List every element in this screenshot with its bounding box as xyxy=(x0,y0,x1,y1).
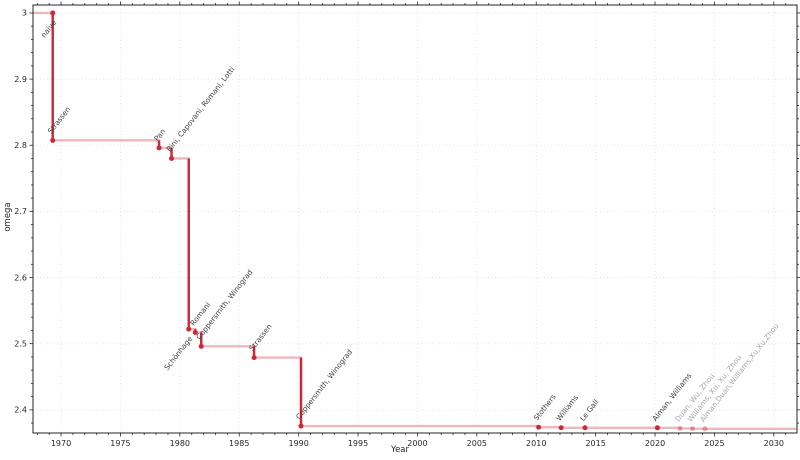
data-point xyxy=(702,426,708,432)
gridlines xyxy=(33,5,797,433)
data-point xyxy=(689,426,695,432)
data-point xyxy=(192,329,198,335)
svg-text:3: 3 xyxy=(22,9,27,18)
svg-text:2020: 2020 xyxy=(645,439,665,448)
data-point xyxy=(169,155,175,161)
axis-ticks xyxy=(29,1,800,437)
svg-text:2000: 2000 xyxy=(407,439,427,448)
data-point xyxy=(186,326,192,332)
svg-text:1990: 1990 xyxy=(288,439,308,448)
data-point xyxy=(50,10,56,16)
svg-text:2.4: 2.4 xyxy=(14,406,27,415)
data-point xyxy=(558,425,564,431)
data-point xyxy=(251,355,257,361)
data-point xyxy=(50,137,56,143)
data-point xyxy=(536,424,542,430)
svg-text:2030: 2030 xyxy=(764,439,784,448)
svg-text:2015: 2015 xyxy=(585,439,605,448)
svg-text:2.5: 2.5 xyxy=(14,339,27,348)
svg-text:2.6: 2.6 xyxy=(14,273,27,282)
svg-text:2005: 2005 xyxy=(467,439,487,448)
data-point xyxy=(198,343,204,349)
plot-border xyxy=(32,4,798,434)
svg-text:2010: 2010 xyxy=(526,439,546,448)
data-point xyxy=(156,145,162,151)
svg-text:2.7: 2.7 xyxy=(14,207,27,216)
svg-text:2.9: 2.9 xyxy=(14,75,27,84)
svg-text:1985: 1985 xyxy=(229,439,249,448)
data-point xyxy=(298,423,304,429)
y-axis-label: omega xyxy=(3,202,13,232)
svg-text:1980: 1980 xyxy=(170,439,190,448)
data-point xyxy=(654,425,660,431)
svg-text:1970: 1970 xyxy=(51,439,71,448)
data-points xyxy=(50,10,708,432)
data-point xyxy=(582,425,588,431)
svg-text:2025: 2025 xyxy=(704,439,724,448)
svg-text:1975: 1975 xyxy=(110,439,130,448)
svg-text:2.8: 2.8 xyxy=(14,141,27,150)
svg-text:1995: 1995 xyxy=(348,439,368,448)
data-point xyxy=(677,425,683,431)
tick-labels: 1970 1975 1980 1985 1990 1995 2000 2005 2010 2015… xyxy=(14,9,784,448)
x-axis-label: Year xyxy=(391,445,409,455)
